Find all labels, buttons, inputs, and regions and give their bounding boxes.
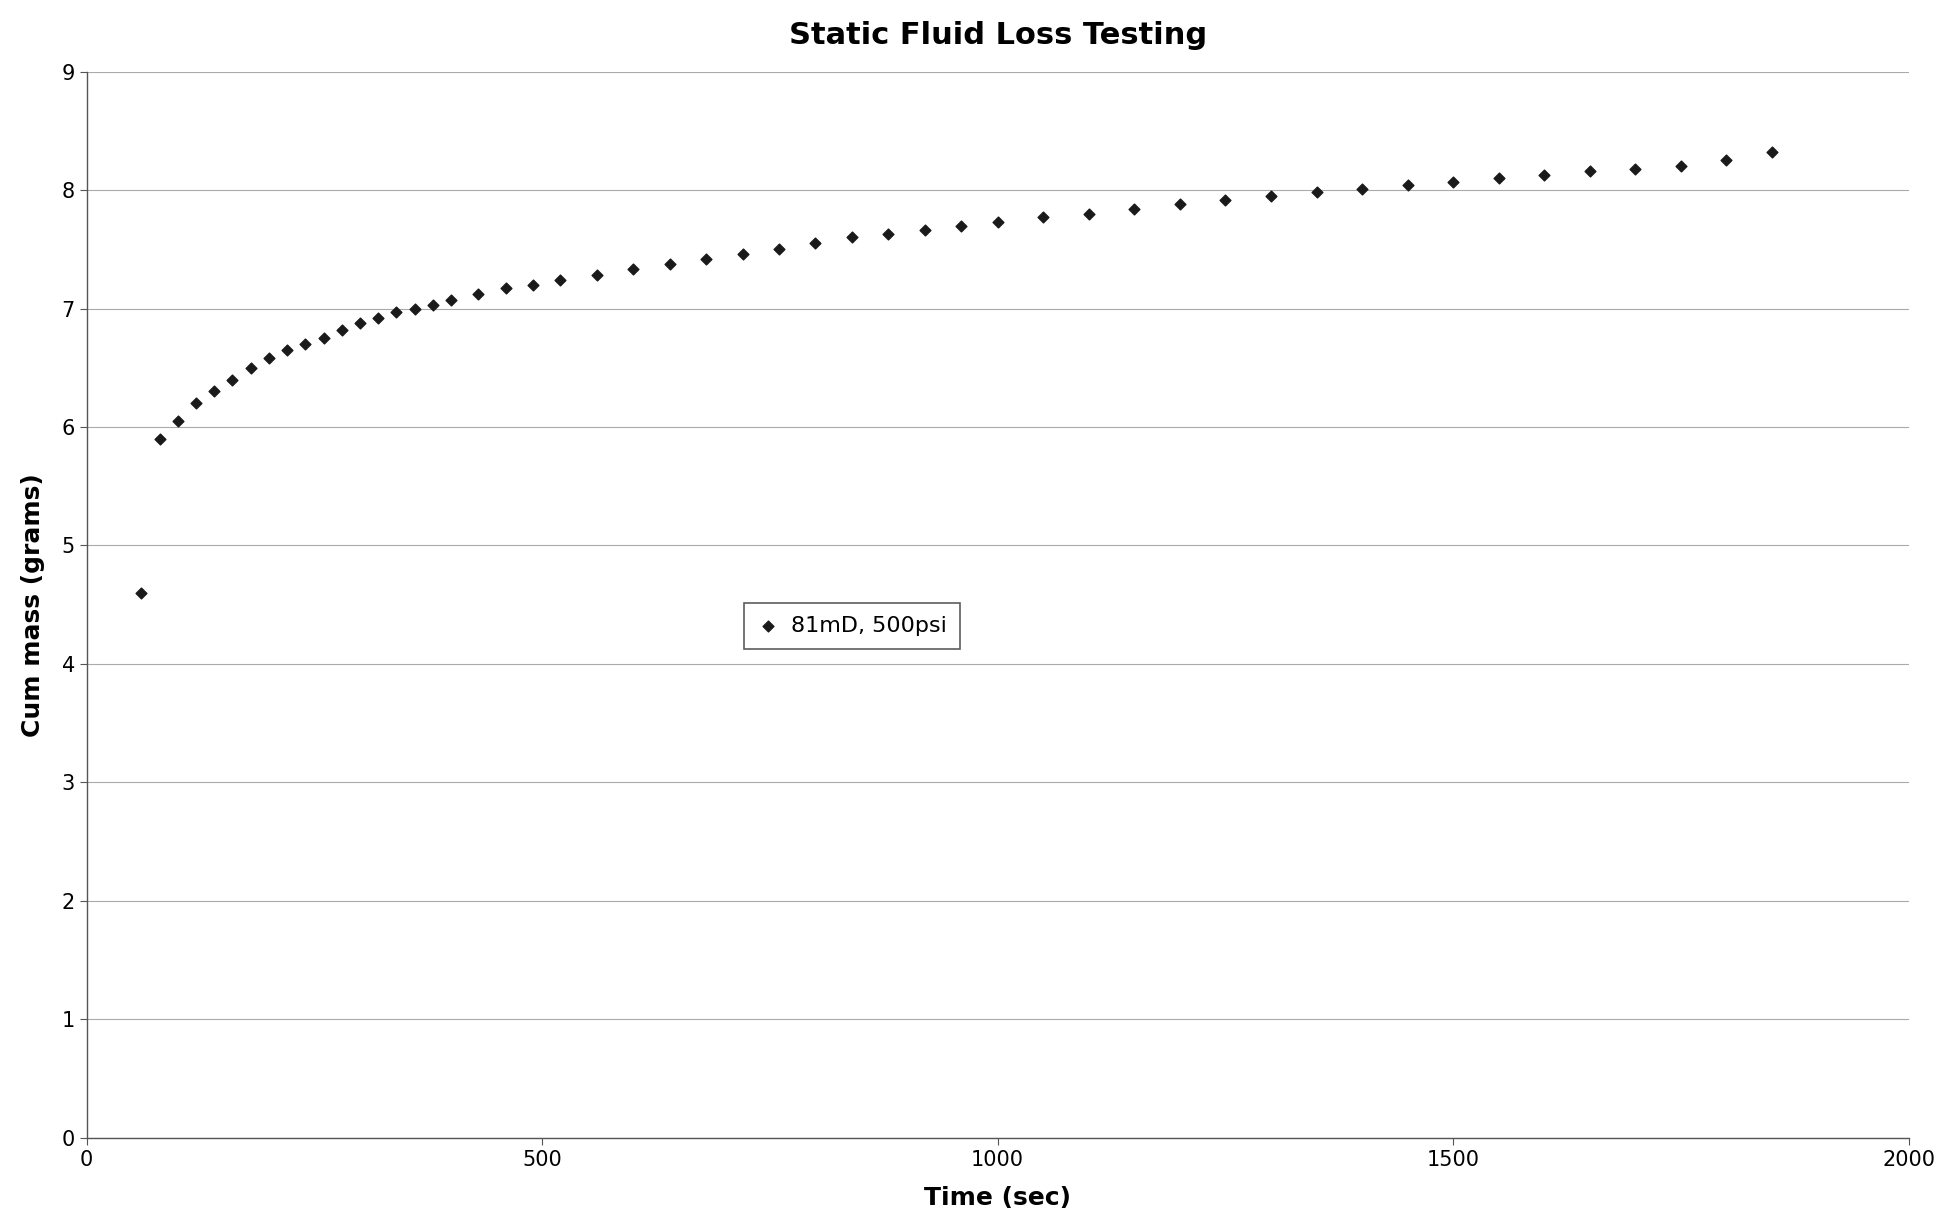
Title: Static Fluid Loss Testing: Static Fluid Loss Testing — [788, 21, 1206, 49]
81mD, 500psi — [762, 240, 794, 260]
81mD, 500psi — [436, 291, 467, 310]
81mD, 500psi — [344, 313, 375, 332]
81mD, 500psi — [1756, 143, 1787, 162]
81mD, 500psi — [545, 271, 577, 291]
81mD, 500psi — [1574, 161, 1605, 181]
81mD, 500psi — [307, 329, 338, 348]
81mD, 500psi — [1619, 159, 1650, 178]
81mD, 500psi — [125, 583, 156, 603]
81mD, 500psi — [909, 220, 940, 240]
81mD, 500psi — [1711, 150, 1742, 170]
81mD, 500psi — [1345, 178, 1376, 198]
81mD, 500psi — [1392, 176, 1423, 196]
81mD, 500psi — [872, 224, 903, 244]
81mD, 500psi — [1026, 208, 1058, 228]
X-axis label: Time (sec): Time (sec) — [923, 1187, 1071, 1210]
81mD, 500psi — [272, 340, 303, 359]
81mD, 500psi — [1208, 190, 1239, 209]
81mD, 500psi — [252, 348, 283, 368]
81mD, 500psi — [1529, 165, 1560, 185]
81mD, 500psi — [199, 382, 231, 401]
81mD, 500psi — [463, 284, 495, 304]
81mD, 500psi — [690, 249, 721, 268]
81mD, 500psi — [518, 275, 549, 294]
Y-axis label: Cum mass (grams): Cum mass (grams) — [22, 473, 45, 736]
81mD, 500psi — [326, 320, 358, 340]
81mD, 500psi — [944, 215, 976, 235]
81mD, 500psi — [1664, 156, 1695, 176]
81mD, 500psi — [618, 260, 649, 279]
81mD, 500psi — [235, 358, 266, 378]
81mD, 500psi — [381, 303, 413, 323]
81mD, 500psi — [145, 428, 176, 448]
81mD, 500psi — [1073, 204, 1105, 224]
81mD, 500psi — [981, 212, 1013, 231]
81mD, 500psi — [491, 278, 522, 298]
81mD, 500psi — [727, 244, 759, 263]
81mD, 500psi — [653, 254, 684, 273]
81mD, 500psi — [1118, 199, 1150, 219]
81mD, 500psi — [1482, 169, 1513, 188]
81mD, 500psi — [1437, 172, 1468, 192]
81mD, 500psi — [399, 299, 430, 319]
81mD, 500psi — [362, 308, 393, 327]
81mD, 500psi — [800, 234, 831, 254]
81mD, 500psi — [1163, 194, 1195, 214]
81mD, 500psi — [837, 228, 868, 247]
81mD, 500psi — [581, 266, 612, 286]
81mD, 500psi — [180, 394, 211, 414]
81mD, 500psi — [217, 369, 248, 389]
81mD, 500psi — [289, 334, 321, 353]
81mD, 500psi — [162, 411, 194, 431]
81mD, 500psi — [416, 295, 448, 315]
81mD, 500psi — [1300, 182, 1331, 202]
Legend: 81mD, 500psi: 81mD, 500psi — [743, 603, 960, 649]
81mD, 500psi — [1255, 186, 1286, 206]
